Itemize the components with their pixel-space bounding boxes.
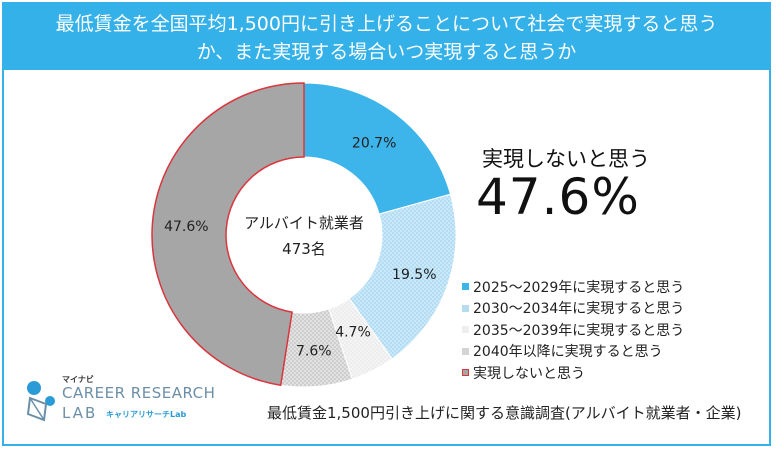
slice-2030-2034: [348, 193, 457, 360]
logo-sub: キャリアリサーチLab: [106, 410, 187, 419]
legend-item: 2035～2039年に実現すると思う: [462, 319, 684, 341]
center-label-line-1: アルバイト就業者: [244, 214, 364, 232]
legend-label: 2040年以降に実現すると思う: [473, 344, 663, 361]
source-note: 最低賃金1,500円引き上げに関する意識調査(アルバイト就業者・企業): [267, 404, 742, 422]
slice-data-label: 19.5%: [392, 267, 436, 283]
legend-label: 2030～2034年に実現すると思う: [473, 301, 685, 318]
slice-data-label: 20.7%: [352, 136, 396, 152]
callout-label: 実現しないと思う: [482, 147, 650, 171]
legend-swatch: [462, 326, 469, 334]
slice-2025-2029: [303, 82, 452, 215]
logo-line-1: CAREER RESEARCH: [62, 384, 216, 402]
slice-data-label: 47.6%: [164, 219, 208, 235]
chart-title-line-2: か、また実現する場合いつ実現すると思うか: [196, 41, 577, 63]
chart-title-banner: 最低賃金を全国平均1,500円に引き上げることについて社会で実現すると思う か、…: [4, 4, 769, 70]
legend-label: 2035～2039年に実現すると思う: [473, 322, 685, 339]
legend-item: 2030～2034年に実現すると思う: [462, 298, 684, 320]
chart-title-line-1: 最低賃金を全国平均1,500円に引き上げることについて社会で実現すると思う: [55, 13, 718, 35]
logo-line-2: LAB: [62, 404, 98, 422]
slice-data-label: 7.6%: [296, 344, 332, 360]
legend-swatch: [462, 347, 469, 355]
legend-item: 実現しないと思う: [462, 362, 684, 384]
legend-label: 2025～2029年に実現すると思う: [473, 279, 685, 296]
logo-brand: マイナビ: [62, 375, 94, 384]
legend-swatch: [462, 283, 469, 291]
legend-item: 2040年以降に実現すると思う: [462, 341, 684, 363]
legend-label: 実現しないと思う: [473, 365, 585, 382]
center-label-line-2: 473名: [282, 240, 326, 258]
figure-frame: 最低賃金を全国平均1,500円に引き上げることについて社会で実現すると思う か、…: [2, 2, 771, 446]
brand-logo: マイナビ CAREER RESEARCH LAB キャリアリサーチLab: [22, 374, 215, 428]
legend: 2025～2029年に実現すると思う 2030～2034年に実現すると思う 20…: [462, 276, 684, 384]
legend-swatch: [462, 369, 469, 377]
slice-data-label: 4.7%: [335, 324, 371, 340]
slice-not-realized: [151, 82, 305, 387]
callout-value: 47.6%: [476, 168, 640, 226]
logo-mark-icon: [26, 381, 55, 422]
legend-swatch: [462, 304, 469, 312]
legend-item: 2025～2029年に実現すると思う: [462, 276, 684, 298]
